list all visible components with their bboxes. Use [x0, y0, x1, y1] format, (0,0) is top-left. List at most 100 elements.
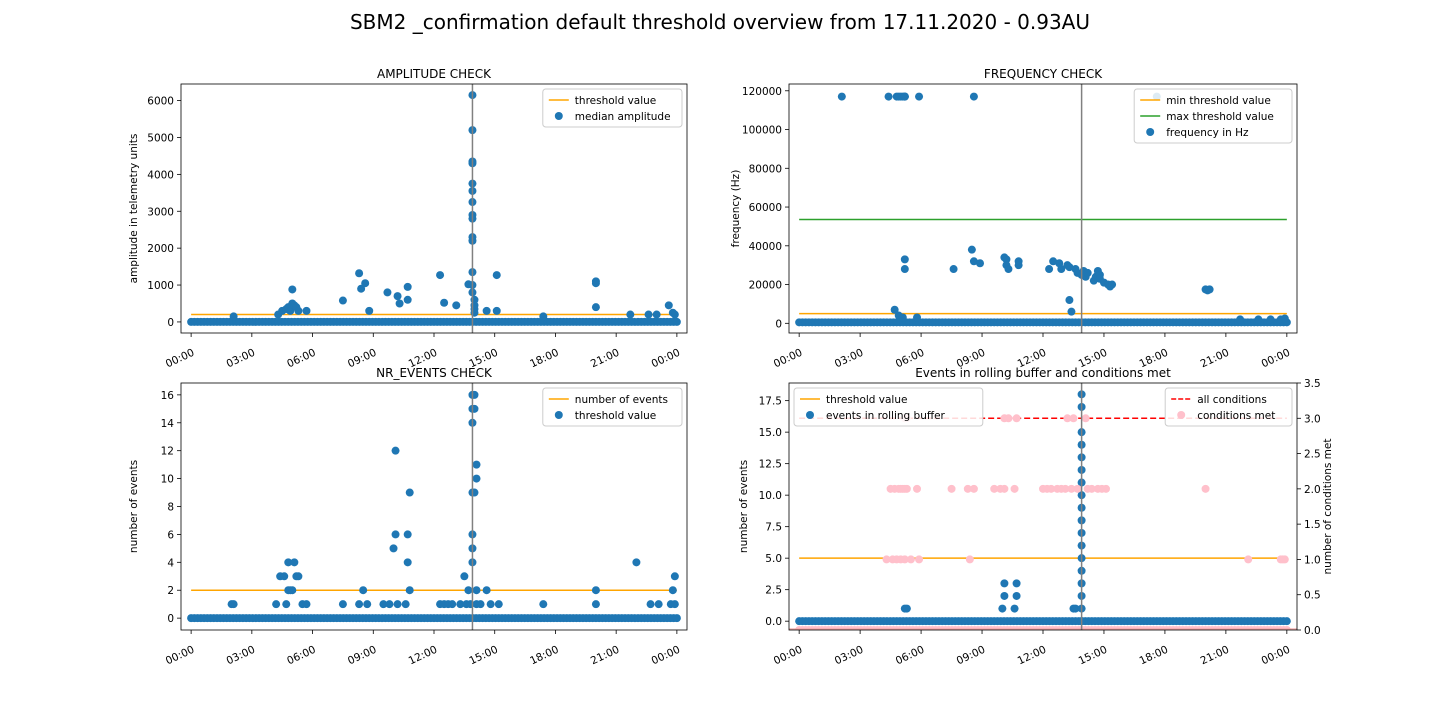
data-point: [365, 306, 374, 315]
data-point: [338, 600, 347, 609]
x-tick-label: 12:00: [1016, 644, 1049, 668]
data-point: [1045, 265, 1054, 274]
data-point: [379, 600, 388, 609]
plot-area: [187, 84, 681, 333]
data-point: [591, 600, 600, 609]
data-point: [482, 306, 491, 315]
x-tick-label: 18:00: [528, 347, 561, 371]
legend-label: median amplitude: [575, 111, 671, 123]
data-point: [284, 558, 293, 567]
subplot-nr_events: NR_EVENTS CHECK number of events 00:00 03:0…: [128, 366, 688, 668]
data-point: [632, 558, 641, 567]
data-point: [472, 474, 481, 483]
y-tick-label: 1000: [147, 280, 174, 292]
legend-point-swatch: [554, 112, 563, 120]
x-tick-label: 06:00: [285, 347, 318, 371]
y-right-tick-label: 1.5: [1304, 519, 1321, 531]
data-point: [882, 555, 891, 564]
legend: min threshold value max threshold value fr…: [1133, 88, 1293, 144]
data-point: [976, 259, 985, 268]
x-tick-label: 09:00: [346, 644, 379, 668]
data-point: [456, 600, 465, 609]
y-tick-label: 5000: [147, 132, 174, 144]
legend-label: all conditions: [1197, 394, 1267, 406]
data-point: [290, 558, 299, 567]
y-right-tick-label: 1.0: [1304, 554, 1321, 566]
data-point: [470, 404, 479, 413]
y-tick-label: 10: [161, 474, 174, 486]
data-point: [494, 600, 503, 609]
baseline-point: [672, 614, 681, 623]
y-tick-label: 8: [167, 502, 174, 514]
data-point: [302, 306, 311, 315]
x-tick-label: 15:00: [467, 644, 500, 668]
data-point: [1010, 604, 1019, 613]
data-point: [363, 600, 372, 609]
data-point: [393, 292, 402, 301]
data-point: [915, 555, 924, 564]
data-point: [884, 92, 893, 101]
x-tick-label: 06:00: [894, 644, 927, 668]
legend: threshold value median amplitude: [542, 88, 683, 128]
data-point: [670, 600, 679, 609]
y-tick-label: 12: [161, 446, 174, 458]
data-point: [460, 572, 469, 581]
data-point: [1081, 414, 1090, 423]
data-point: [969, 257, 978, 266]
x-tick-label: 00:00: [650, 347, 683, 371]
data-point: [670, 310, 679, 319]
legend-label: max threshold value: [1166, 111, 1274, 123]
data-point: [1057, 265, 1066, 274]
data-point: [1073, 484, 1082, 493]
x-tick-label: 03:00: [225, 347, 258, 371]
data-point: [539, 600, 548, 609]
x-tick-label: 00:00: [1260, 347, 1293, 371]
data-point: [452, 301, 461, 310]
y-axis-label: amplitude in telemetry units: [128, 134, 140, 284]
data-point: [1108, 280, 1117, 289]
data-point: [288, 586, 297, 595]
data-point: [626, 310, 635, 319]
legend-label: threshold value: [575, 95, 656, 107]
y-right-axis-label: number of conditions met: [1322, 439, 1334, 575]
data-point: [664, 301, 673, 310]
data-point: [294, 306, 303, 315]
x-tick-label: 00:00: [772, 644, 805, 668]
data-point: [1101, 484, 1110, 493]
legend-point-swatch: [806, 411, 814, 419]
data-point: [1049, 257, 1058, 266]
y-tick-label: 5.0: [765, 553, 782, 565]
x-tick-label: 00:00: [164, 644, 197, 668]
y-tick-label: 20000: [749, 280, 782, 292]
subplot-amplitude: AMPLITUDE CHECK amplitude in telemetry un…: [128, 67, 688, 371]
data-point: [1000, 591, 1009, 600]
y-tick-label: 2.5: [765, 585, 782, 597]
legend-label: number of events: [575, 394, 668, 406]
data-point: [652, 310, 661, 319]
y-tick-label: 3000: [147, 206, 174, 218]
x-tick-label: 09:00: [346, 347, 379, 371]
data-point: [405, 488, 414, 497]
legend: threshold value events in rolling buffer: [793, 387, 984, 427]
data-point: [591, 586, 600, 595]
data-point: [393, 600, 402, 609]
y-tick-label: 15.0: [759, 427, 782, 439]
chart-title: FREQUENCY CHECK: [984, 67, 1103, 81]
data-point: [591, 279, 600, 288]
data-point: [470, 390, 479, 399]
data-point: [965, 555, 974, 564]
y-tick-label: 2000: [147, 243, 174, 255]
y-tick-label: 6: [167, 529, 174, 541]
data-point: [464, 586, 473, 595]
data-point: [591, 303, 600, 312]
legend: number of events threshold value: [542, 387, 683, 427]
y-tick-label: 14: [161, 418, 175, 430]
data-point: [947, 484, 956, 493]
x-tick-label: 18:00: [528, 644, 561, 668]
data-point: [486, 600, 495, 609]
x-tick-label: 03:00: [833, 644, 866, 668]
data-point: [902, 604, 911, 613]
legend-point-swatch: [1177, 411, 1186, 419]
data-point: [302, 600, 311, 609]
legend-box: [793, 387, 984, 427]
